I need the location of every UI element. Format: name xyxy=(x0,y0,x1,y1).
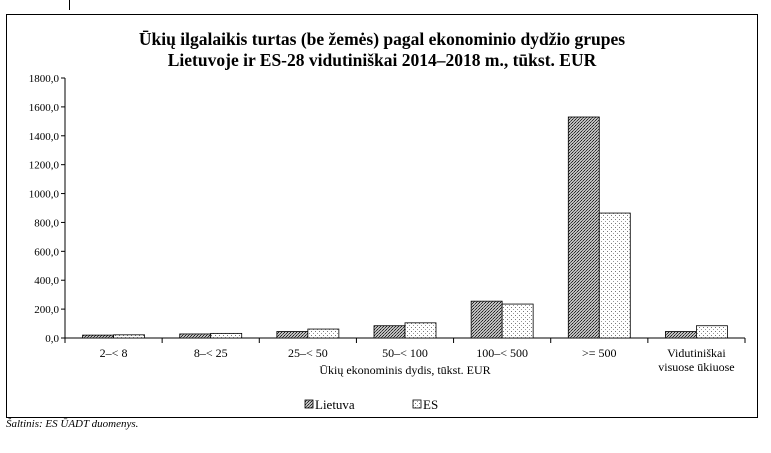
y-tick-label: 0,0 xyxy=(45,333,59,345)
bar-es-1 xyxy=(210,332,243,339)
bar-es-0 xyxy=(113,334,145,339)
x-category-label: >= 500 xyxy=(582,346,617,360)
bar-lietuva-3 xyxy=(373,325,406,339)
bar-lietuva-0 xyxy=(82,334,114,339)
y-tick-label: 600,0 xyxy=(34,246,59,258)
bar-lietuva-1 xyxy=(179,333,212,339)
bar-es-6 xyxy=(696,325,728,339)
y-tick-label: 1800,0 xyxy=(29,73,60,85)
bar-chart: Ūkių ilgalaikis turtas (be žemės) pagal … xyxy=(29,29,746,412)
x-category-label: 50–< 100 xyxy=(382,346,428,360)
y-tick-label: 200,0 xyxy=(34,304,59,316)
legend-label-lietuva: Lietuva xyxy=(315,397,355,412)
top-edge-marker xyxy=(69,0,70,10)
legend-label-es: ES xyxy=(423,397,438,412)
y-tick-label: 800,0 xyxy=(34,217,59,229)
y-tick-label: 1400,0 xyxy=(29,131,60,143)
x-category-label: 100–< 500 xyxy=(476,346,528,360)
bar-lietuva-4 xyxy=(470,300,503,339)
x-axis-label: Ūkių ekonominis dydis, tūkst. EUR xyxy=(319,363,490,377)
bar-lietuva-6 xyxy=(665,331,697,339)
legend-swatch-lietuva xyxy=(304,399,314,409)
x-category-label: 25–< 50 xyxy=(288,346,328,360)
chart-title-line: Lietuvoje ir ES-28 vidutiniškai 2014–201… xyxy=(168,50,597,70)
y-tick-label: 1200,0 xyxy=(29,160,60,172)
chart-frame: Ūkių ilgalaikis turtas (be žemės) pagal … xyxy=(6,14,758,418)
bar-es-2 xyxy=(307,328,340,339)
bar-lietuva-2 xyxy=(276,331,309,339)
bar-lietuva-5 xyxy=(567,116,600,339)
legend-swatch-es xyxy=(412,399,422,409)
bar-es-3 xyxy=(404,322,437,339)
y-tick-label: 1600,0 xyxy=(29,102,60,114)
x-category-label: Vidutiniškai xyxy=(667,346,726,360)
x-category-label: visuose ūkiuose xyxy=(658,360,734,374)
source-note: Šaltinis: ES ŪADT duomenys. xyxy=(6,418,139,430)
y-tick-label: 400,0 xyxy=(34,275,59,287)
bar-es-4 xyxy=(501,303,534,339)
x-category-label: 8–< 25 xyxy=(194,346,228,360)
chart-title-line: Ūkių ilgalaikis turtas (be žemės) pagal … xyxy=(139,29,625,49)
bar-es-5 xyxy=(598,212,631,339)
y-tick-label: 1000,0 xyxy=(29,189,60,201)
x-category-label: 2–< 8 xyxy=(100,346,128,360)
